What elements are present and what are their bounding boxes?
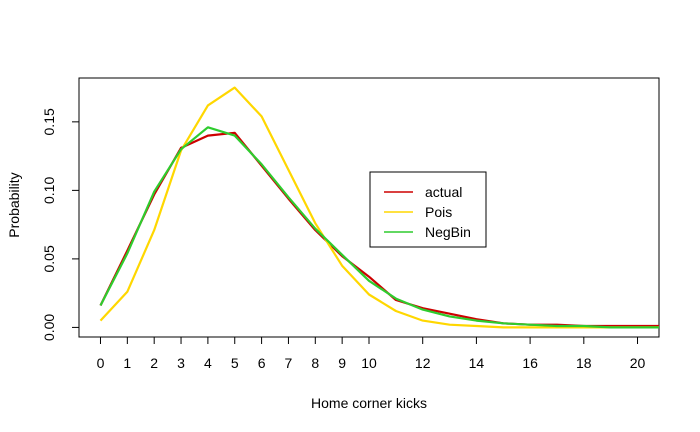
x-tick-label: 20 xyxy=(630,355,646,371)
x-tick-label: 3 xyxy=(177,355,185,371)
legend-label-negbin: NegBin xyxy=(425,224,471,240)
plot-frame xyxy=(78,77,660,338)
series-layer xyxy=(99,86,659,329)
x-axis-label: Home corner kicks xyxy=(311,395,427,411)
x-tick-label: 12 xyxy=(415,355,431,371)
x-tick-label: 18 xyxy=(576,355,592,371)
x-tick-label: 14 xyxy=(469,355,485,371)
x-tick-label: 16 xyxy=(522,355,538,371)
x-tick-label: 5 xyxy=(231,355,239,371)
x-axis: 0 1 2 3 4 5 6 7 8 9 10 12 14 16 18 20 xyxy=(97,336,646,371)
x-tick-label: 2 xyxy=(150,355,158,371)
y-axis-label: Probability xyxy=(6,172,22,237)
legend: actual Pois NegBin xyxy=(369,171,487,248)
y-tick-label: 0.10 xyxy=(41,177,57,204)
y-tick-label: 0.00 xyxy=(41,314,57,341)
legend-label-actual: actual xyxy=(425,184,462,200)
y-tick-label: 0.15 xyxy=(41,108,57,135)
x-tick-label: 10 xyxy=(361,355,377,371)
legend-label-pois: Pois xyxy=(425,204,452,220)
legend-box xyxy=(369,171,487,248)
series-line-negbin xyxy=(99,126,659,329)
x-tick-label: 6 xyxy=(258,355,266,371)
x-tick-label: 4 xyxy=(204,355,212,371)
series-line-pois xyxy=(99,86,659,329)
x-tick-label: 1 xyxy=(123,355,131,371)
x-tick-label: 0 xyxy=(97,355,105,371)
x-tick-label: 8 xyxy=(311,355,319,371)
x-tick-label: 7 xyxy=(285,355,293,371)
y-axis: 0.00 0.05 0.10 0.15 xyxy=(41,108,80,341)
y-tick-label: 0.05 xyxy=(41,245,57,272)
x-tick-label: 9 xyxy=(338,355,346,371)
